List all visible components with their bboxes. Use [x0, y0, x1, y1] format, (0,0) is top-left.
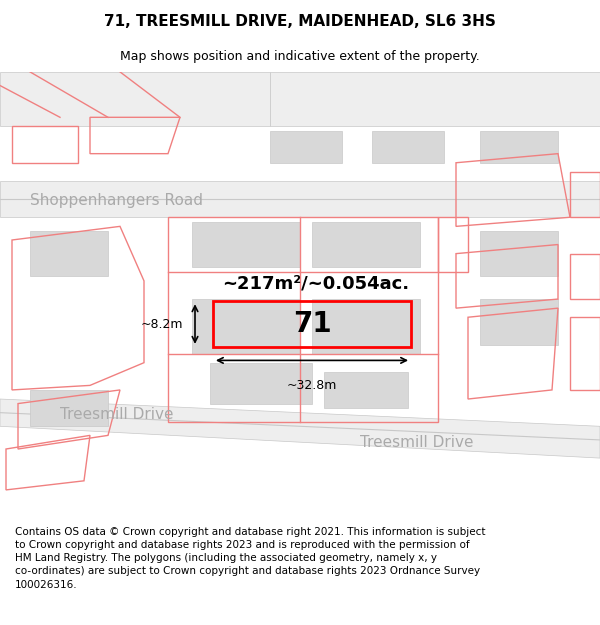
- Polygon shape: [30, 231, 108, 276]
- Text: ~8.2m: ~8.2m: [140, 318, 183, 331]
- Polygon shape: [324, 372, 408, 408]
- Text: ~217m²/~0.054ac.: ~217m²/~0.054ac.: [222, 274, 409, 292]
- Polygon shape: [210, 362, 312, 404]
- Bar: [213, 301, 411, 347]
- Polygon shape: [270, 131, 342, 162]
- Polygon shape: [30, 390, 108, 426]
- Text: Treesmill Drive: Treesmill Drive: [60, 408, 173, 422]
- Polygon shape: [270, 72, 600, 126]
- Text: ~32.8m: ~32.8m: [287, 379, 337, 392]
- Polygon shape: [192, 222, 300, 268]
- Polygon shape: [312, 299, 420, 354]
- Text: Contains OS data © Crown copyright and database right 2021. This information is : Contains OS data © Crown copyright and d…: [15, 527, 485, 589]
- Polygon shape: [0, 399, 600, 458]
- Polygon shape: [480, 131, 558, 162]
- Polygon shape: [372, 131, 444, 162]
- Polygon shape: [312, 222, 420, 268]
- Polygon shape: [480, 299, 558, 344]
- Polygon shape: [0, 72, 270, 126]
- Text: 71, TREESMILL DRIVE, MAIDENHEAD, SL6 3HS: 71, TREESMILL DRIVE, MAIDENHEAD, SL6 3HS: [104, 14, 496, 29]
- Text: Map shows position and indicative extent of the property.: Map shows position and indicative extent…: [120, 49, 480, 62]
- Text: Treesmill Drive: Treesmill Drive: [360, 435, 473, 450]
- Polygon shape: [480, 231, 558, 276]
- Text: 71: 71: [293, 310, 331, 338]
- Text: Shoppenhangers Road: Shoppenhangers Road: [30, 193, 203, 208]
- Polygon shape: [0, 181, 600, 218]
- Polygon shape: [192, 299, 300, 354]
